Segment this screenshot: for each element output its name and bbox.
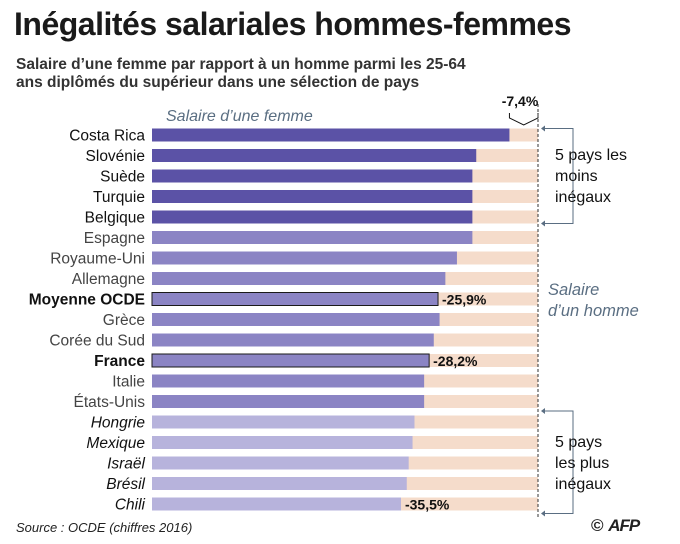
women-bar-slovenie	[152, 149, 477, 162]
women-bar-bresil	[152, 477, 407, 490]
women-bar-belgique	[152, 210, 473, 224]
category-label-belgique: Belgique	[85, 210, 145, 227]
category-label-coree-du-sud: Corée du Sud	[49, 333, 145, 350]
top-group-arrow-icon	[541, 125, 545, 132]
women-bar-coree-du-sud	[152, 333, 434, 347]
value-label-france: -28,2%	[433, 353, 478, 369]
gap-bracket-icon	[508, 113, 539, 126]
category-label-espagne: Espagne	[84, 230, 145, 247]
women-bar-allemagne	[152, 272, 446, 285]
women-bar-grece	[152, 313, 440, 326]
category-label-hongrie: Hongrie	[91, 415, 146, 432]
source-note: Source : OCDE (chiffres 2016)	[16, 520, 193, 535]
category-label-turquie: Turquie	[93, 189, 145, 206]
women-bar-italie	[152, 374, 425, 388]
women-bar-israel	[152, 456, 409, 470]
value-label-chili: -35,5%	[405, 497, 450, 513]
bottom-group-arrow-icon	[541, 408, 545, 414]
category-label-france: France	[94, 353, 145, 370]
category-label-grece: Grèce	[103, 312, 145, 329]
category-label-moyenne-ocde: Moyenne OCDE	[29, 292, 145, 309]
chart-subtitle: Salaire d’une femme par rapport à un hom…	[16, 56, 466, 91]
women-bar-costa-rica	[152, 128, 510, 142]
top-group-arrow-icon	[541, 220, 545, 227]
bottom-group-bracket	[545, 410, 574, 514]
chart-title: Inégalités salariales hommes-femmes	[14, 6, 572, 42]
category-label-slovenie: Slovénie	[86, 148, 145, 165]
men-salary-label: Salaire d’un homme	[548, 281, 639, 320]
category-label-royaume-uni: Royaume-Uni	[50, 251, 145, 268]
women-bar-espagne	[152, 231, 473, 244]
category-label-costa-rica: Costa Rica	[69, 128, 145, 145]
women-bar-hongrie	[152, 415, 415, 429]
category-label-mexique: Mexique	[86, 435, 145, 452]
category-label-chili: Chili	[115, 497, 146, 514]
women-bar-mexique	[152, 436, 413, 449]
women-bar-chili	[152, 497, 401, 511]
bottom-group-arrow-icon	[541, 510, 545, 517]
women-bar-moyenne-ocde	[151, 292, 439, 306]
category-label-etats-unis: États-Unis	[74, 394, 146, 411]
category-label-israel: Israël	[107, 456, 145, 473]
value-label-moyenne-ocde: -25,9%	[442, 292, 487, 308]
category-label-italie: Italie	[112, 374, 145, 391]
top-group-label: 5 pays les moins inégaux	[555, 147, 627, 206]
women-bar-etats-unis	[152, 395, 425, 408]
women-bar-suede	[152, 169, 473, 183]
women-bar-turquie	[152, 190, 473, 203]
bottom-group-label: 5 pays les plus inégaux	[555, 434, 611, 493]
category-label-suede: Suède	[100, 169, 145, 186]
top-group-bracket	[545, 128, 574, 224]
women-bar-france	[151, 353, 430, 368]
afp-logo: AFP	[608, 516, 640, 535]
women-bar-royaume-uni	[152, 251, 457, 265]
credit: © AFP	[591, 516, 640, 536]
category-label-bresil: Brésil	[106, 476, 145, 493]
value-label-costa-rica: -7,4%	[502, 93, 539, 109]
women-salary-label: Salaire d’une femme	[166, 108, 313, 125]
category-label-allemagne: Allemagne	[72, 271, 145, 288]
copyright-symbol: ©	[591, 516, 604, 535]
